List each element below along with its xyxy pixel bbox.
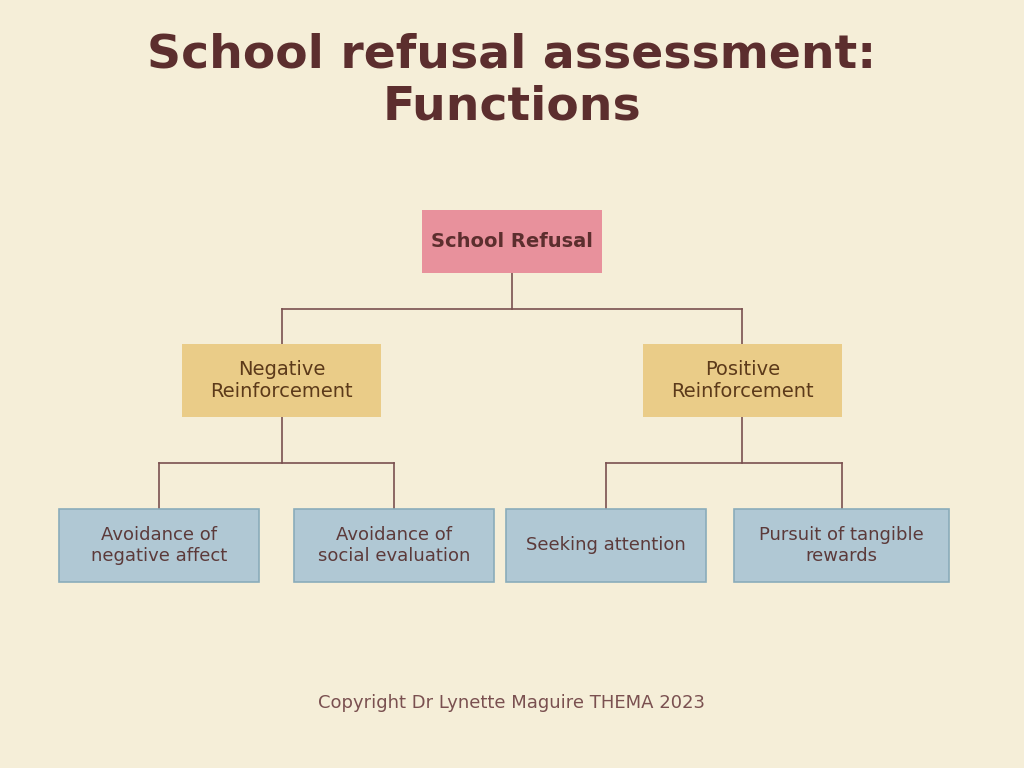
FancyBboxPatch shape — [506, 508, 707, 582]
FancyBboxPatch shape — [422, 210, 601, 273]
Text: Positive
Reinforcement: Positive Reinforcement — [671, 359, 814, 401]
Text: Pursuit of tangible
rewards: Pursuit of tangible rewards — [760, 526, 924, 564]
Text: Copyright Dr Lynette Maguire THEMA 2023: Copyright Dr Lynette Maguire THEMA 2023 — [318, 694, 706, 712]
FancyBboxPatch shape — [182, 344, 382, 416]
FancyBboxPatch shape — [734, 508, 949, 582]
Text: Avoidance of
social evaluation: Avoidance of social evaluation — [318, 526, 470, 564]
Text: Seeking attention: Seeking attention — [526, 536, 686, 554]
FancyBboxPatch shape — [643, 344, 842, 416]
FancyBboxPatch shape — [295, 508, 494, 582]
Text: School Refusal: School Refusal — [431, 233, 593, 251]
Text: School refusal assessment:
Functions: School refusal assessment: Functions — [147, 32, 877, 129]
Text: Negative
Reinforcement: Negative Reinforcement — [210, 359, 353, 401]
FancyBboxPatch shape — [58, 508, 258, 582]
Text: Avoidance of
negative affect: Avoidance of negative affect — [90, 526, 227, 564]
